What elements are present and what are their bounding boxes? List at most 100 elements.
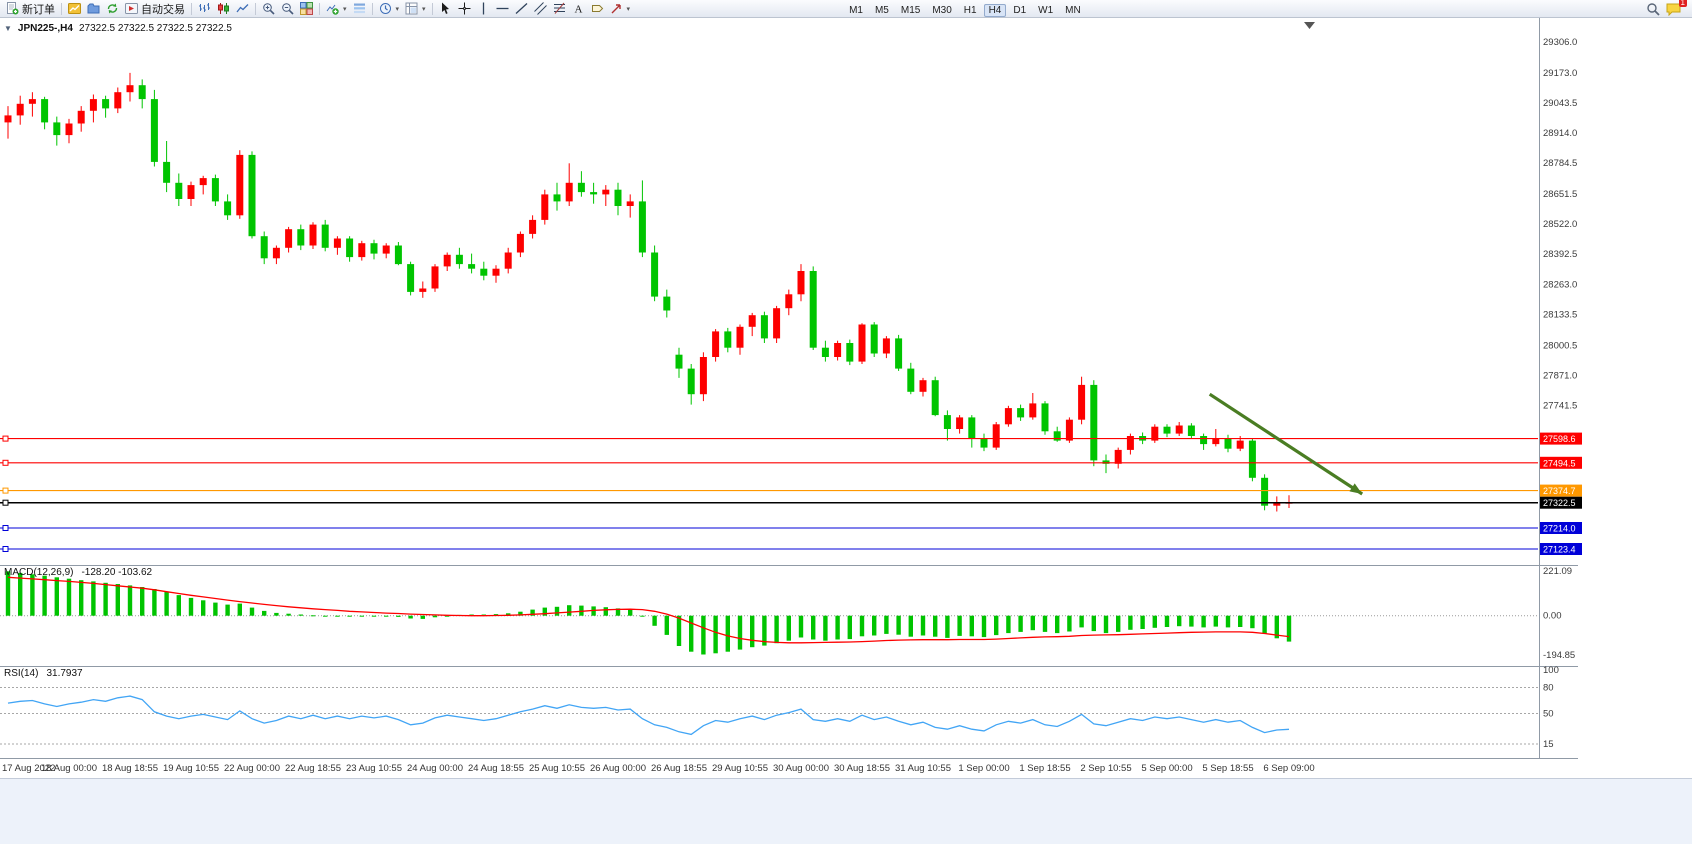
svg-text:18 Aug 18:55: 18 Aug 18:55 [102, 763, 158, 774]
rsi-indicator-label: RSI(14) 31.7937 [4, 668, 83, 679]
timeframe-button-m15[interactable]: M15 [900, 4, 921, 16]
horizontal-line-icon [496, 2, 509, 15]
cursor-tool-button[interactable] [436, 1, 455, 17]
new-order-label: 新订单 [22, 3, 55, 16]
horizontal-line-tool-button[interactable] [493, 1, 512, 17]
svg-text:29 Aug 10:55: 29 Aug 10:55 [712, 763, 768, 774]
timeframe-button-h1[interactable]: H1 [963, 4, 977, 16]
svg-text:2 Sep 10:55: 2 Sep 10:55 [1080, 763, 1131, 774]
channel-icon [533, 2, 547, 15]
tile-windows-button[interactable] [297, 1, 316, 17]
new-order-button[interactable]: 新订单 [3, 1, 58, 17]
chart-symbol-timeframe: JPN225-,H4 [17, 23, 73, 34]
add-indicator-button[interactable]: ▾ [323, 1, 350, 17]
profiles-icon [87, 2, 100, 15]
timeframe-button-m5[interactable]: M5 [874, 4, 889, 16]
crosshair-icon [458, 2, 471, 15]
svg-text:A: A [574, 4, 582, 16]
channel-tool-button[interactable] [531, 1, 550, 17]
dropdown-caret-icon: ▾ [395, 5, 400, 13]
timeframe-toolbar: M1 M5 M15 M30 H1 H4 D1 W1 MN [843, 0, 1087, 18]
svg-text:24 Aug 18:55: 24 Aug 18:55 [468, 763, 524, 774]
templates-icon [405, 2, 418, 15]
svg-text:28000.5: 28000.5 [1543, 340, 1577, 351]
level-handle[interactable] [2, 499, 9, 506]
level-handle[interactable] [2, 435, 9, 442]
auto-trading-button[interactable]: 自动交易 [122, 1, 188, 17]
refresh-button[interactable] [103, 1, 122, 17]
svg-text:6 Sep 09:00: 6 Sep 09:00 [1263, 763, 1314, 774]
candlestick-chart-button[interactable] [214, 1, 233, 17]
zoom-out-icon [281, 2, 294, 15]
trend-arrow[interactable] [1208, 392, 1364, 496]
timeframe-button-mn[interactable]: MN [1065, 4, 1081, 16]
svg-text:28133.5: 28133.5 [1543, 309, 1577, 320]
chart-shift-marker [1304, 22, 1315, 29]
level-handle[interactable] [2, 525, 9, 531]
trendline-tool-button[interactable] [512, 1, 531, 17]
line-chart-button[interactable] [233, 1, 252, 17]
periods-button[interactable]: ▾ [376, 1, 403, 17]
svg-text:27374.7: 27374.7 [1543, 486, 1576, 496]
price-tag [1540, 496, 1582, 509]
macd-panel: 221.09 0.00 -194.85 [0, 566, 1575, 661]
macd-name: MACD(12,26,9) [4, 567, 74, 578]
macd-values: -128.20 -103.62 [81, 567, 153, 578]
level-handle[interactable] [2, 487, 9, 494]
new-chart-icon [68, 2, 81, 15]
svg-text:-194.85: -194.85 [1543, 650, 1575, 661]
svg-text:0.00: 0.00 [1543, 611, 1562, 622]
svg-text:28392.5: 28392.5 [1543, 249, 1577, 260]
svg-text:22 Aug 00:00: 22 Aug 00:00 [224, 763, 280, 774]
chart-ohlc-values: 27322.5 27322.5 27322.5 27322.5 [78, 23, 232, 34]
toolbar-separator [61, 2, 62, 15]
chart-collapse-icon[interactable]: ▼ [4, 24, 12, 33]
svg-text:27123.4: 27123.4 [1543, 545, 1576, 555]
auto-trading-icon [125, 2, 138, 15]
svg-text:29173.0: 29173.0 [1543, 68, 1577, 79]
timeframe-button-h4[interactable]: H4 [983, 3, 1007, 17]
svg-text:28522.0: 28522.0 [1543, 219, 1577, 230]
svg-text:17 Aug 2022: 17 Aug 2022 [2, 763, 55, 774]
bars-icon [198, 2, 211, 15]
svg-text:23 Aug 10:55: 23 Aug 10:55 [346, 763, 402, 774]
svg-text:19 Aug 10:55: 19 Aug 10:55 [163, 763, 219, 774]
profiles-button[interactable] [84, 1, 103, 17]
candles-icon [217, 2, 230, 15]
rsi-value: 31.7937 [46, 668, 83, 679]
bar-chart-button[interactable] [195, 1, 214, 17]
notifications-button[interactable]: 1 [1666, 0, 1687, 16]
vertical-line-tool-button[interactable] [474, 1, 493, 17]
label-icon [591, 2, 604, 15]
templates-button[interactable]: ▾ [402, 1, 429, 17]
new-chart-button[interactable] [65, 1, 84, 17]
svg-text:27871.0: 27871.0 [1543, 370, 1577, 381]
fibonacci-tool-button[interactable] [550, 1, 569, 17]
svg-text:100: 100 [1543, 665, 1559, 676]
main-toolbar: 新订单 自动交易 ▾ ▾ ▾ A ▾ M1 M5 M15 M30 H1 H4 D1 W1 MN … [0, 0, 1692, 18]
svg-text:29043.5: 29043.5 [1543, 98, 1577, 109]
notification-badge: 1 [1678, 0, 1687, 7]
search-icon[interactable] [1646, 2, 1660, 16]
shapes-tool-button[interactable]: ▾ [607, 1, 634, 17]
toolbar-separator [191, 2, 192, 15]
timeframe-button-w1[interactable]: W1 [1038, 4, 1054, 16]
svg-text:27214.0: 27214.0 [1543, 524, 1576, 534]
timeframe-button-m1[interactable]: M1 [849, 4, 863, 16]
chart-ohlc-header: ▼ JPN225-,H4 27322.5 27322.5 27322.5 273… [4, 23, 232, 34]
zoom-out-button[interactable] [278, 1, 297, 17]
timeframe-button-d1[interactable]: D1 [1013, 4, 1027, 16]
zoom-in-button[interactable] [259, 1, 278, 17]
level-handle[interactable] [2, 459, 9, 466]
text-tool-button[interactable]: A [569, 1, 588, 17]
price-levels-layer: 27598.6 27494.5 27374.7 27322.5 27214.0 27123… [0, 432, 1582, 555]
label-tool-button[interactable] [588, 1, 607, 17]
crosshair-tool-button[interactable] [455, 1, 474, 17]
rsi-panel: 100 80 50 15 [0, 665, 1559, 750]
level-handle[interactable] [2, 546, 9, 552]
svg-text:28651.5: 28651.5 [1543, 189, 1577, 200]
indicator-list-button[interactable] [350, 1, 369, 17]
timeframe-button-m30[interactable]: M30 [932, 4, 952, 16]
